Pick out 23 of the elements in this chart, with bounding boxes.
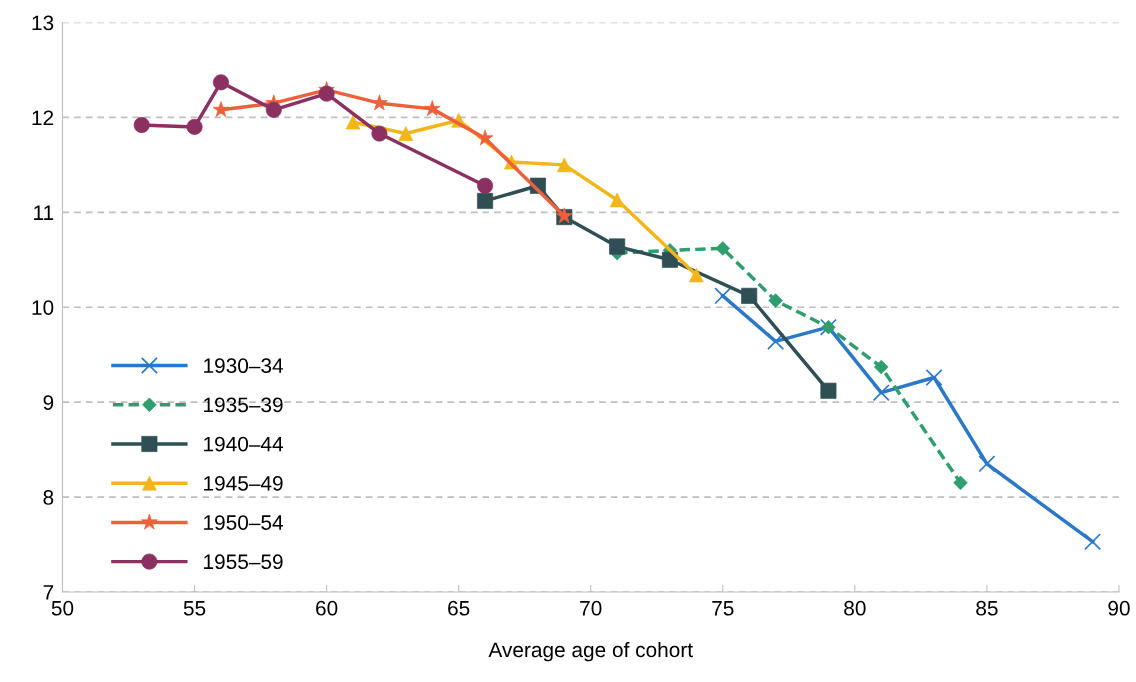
x-axis-title: Average age of cohort (488, 641, 693, 662)
y-tick-label: 8 (43, 490, 54, 505)
x-tick-label: 85 (976, 600, 998, 616)
y-tick-label: 9 (43, 395, 54, 410)
y-tick-label: 10 (32, 300, 54, 315)
x-tick-label: 50 (51, 600, 74, 616)
x-tick-label: 80 (844, 600, 866, 616)
y-tick-label: 13 (32, 15, 54, 31)
y-tick-label: 7 (43, 585, 54, 600)
legend-label: 1935–39 (204, 397, 283, 413)
legend-label: 1955–59 (204, 554, 283, 570)
legend-label: 1940–44 (204, 436, 283, 452)
legend-label: 1930–34 (204, 358, 283, 374)
x-tick-label: 70 (580, 600, 602, 616)
x-tick-label: 75 (712, 601, 734, 616)
x-tick-label: 55 (183, 601, 206, 616)
legend-label: 1950–54 (204, 515, 283, 530)
legend-label: 1945–49 (204, 475, 283, 491)
x-tick-label: 90 (1108, 600, 1130, 616)
x-tick-label: 65 (448, 600, 470, 616)
y-tick-label: 12 (32, 110, 54, 125)
y-tick-label: 11 (34, 205, 54, 220)
x-tick-label: 60 (316, 600, 338, 616)
